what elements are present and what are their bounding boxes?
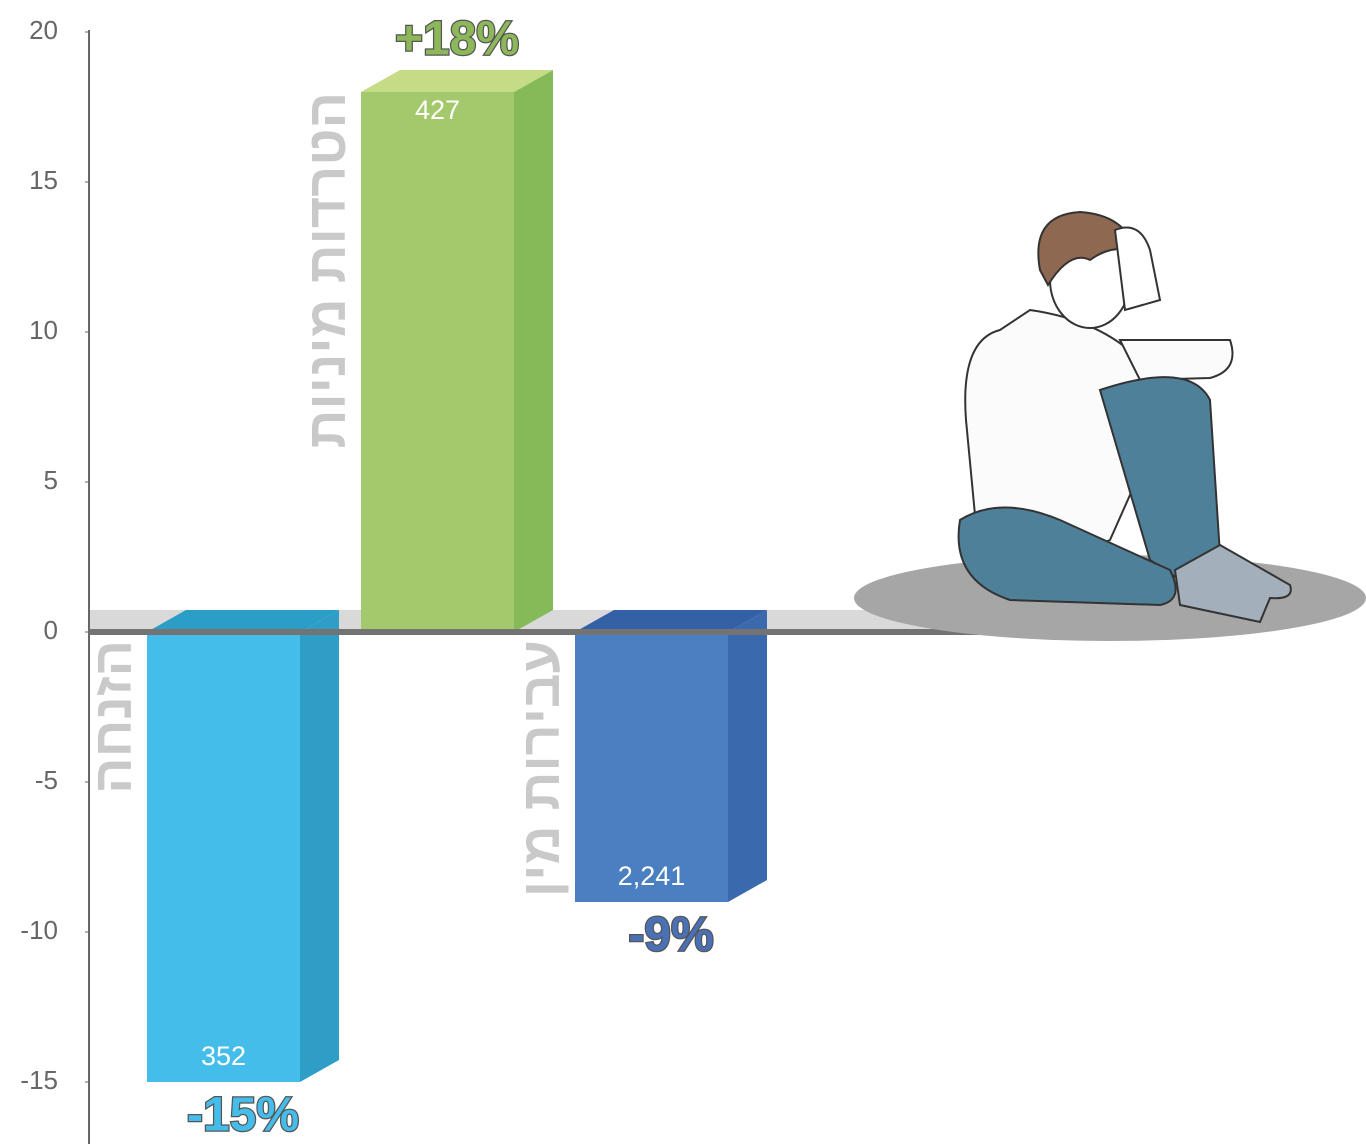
feet xyxy=(1173,543,1292,624)
arm xyxy=(1118,339,1234,382)
y-tick-label: 5 xyxy=(44,465,58,495)
y-tick-label: 20 xyxy=(29,15,58,45)
bar xyxy=(147,632,300,1082)
value-label: -9% xyxy=(628,909,713,962)
bar-top xyxy=(147,610,339,632)
category-label: הזנחה xyxy=(82,640,142,794)
y-tick-label: 10 xyxy=(29,315,58,345)
count-label: 427 xyxy=(415,95,460,125)
y-tick-label: 15 xyxy=(29,165,58,195)
category-label: עבירות מין xyxy=(510,640,570,897)
bar xyxy=(361,92,514,632)
illustration xyxy=(854,210,1366,641)
y-tick-label: 0 xyxy=(44,615,58,645)
y-tick-label: -10 xyxy=(20,915,58,945)
value-label: -15% xyxy=(187,1089,299,1142)
hand xyxy=(1113,226,1162,312)
bar-side xyxy=(514,70,553,632)
bar-top xyxy=(361,70,553,92)
bar xyxy=(575,632,728,902)
count-label: 2,241 xyxy=(618,861,686,891)
bar-top xyxy=(575,610,767,632)
category-label: הטרדות מיניות xyxy=(296,92,356,448)
value-label: +18% xyxy=(395,13,519,66)
y-tick-label: -15 xyxy=(20,1065,58,1095)
bar-side xyxy=(300,610,339,1082)
bar-side xyxy=(728,610,767,902)
count-label: 352 xyxy=(201,1041,246,1071)
y-tick-label: -5 xyxy=(35,765,58,795)
leg-left xyxy=(957,506,1177,607)
